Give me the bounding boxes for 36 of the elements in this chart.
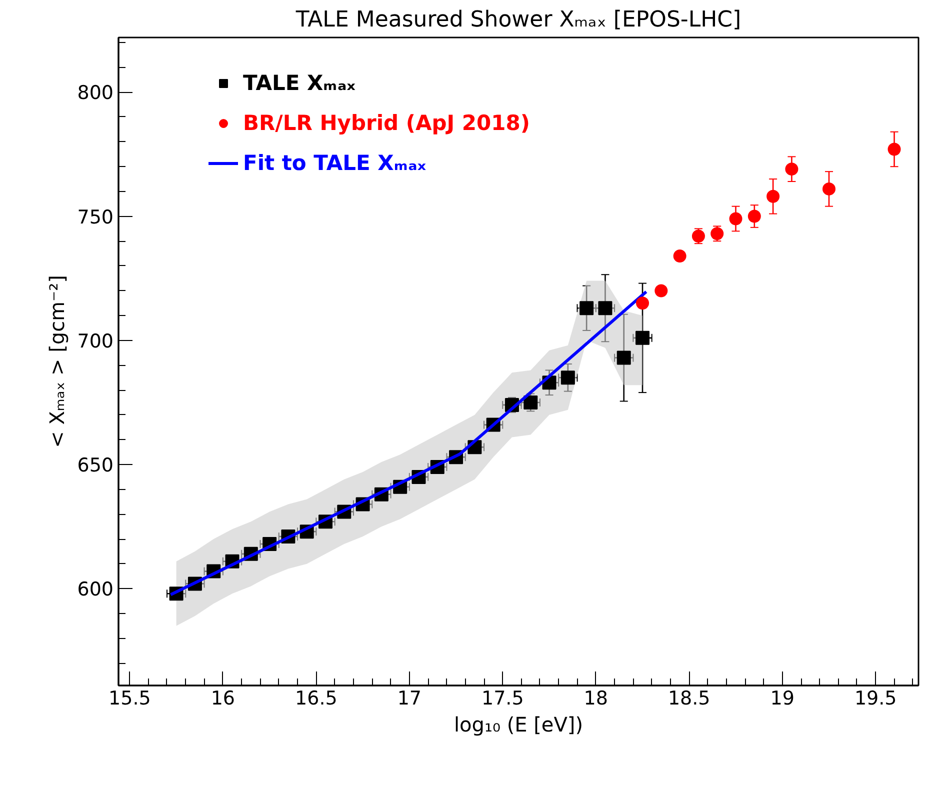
point (636, 296, 650, 310)
legend-label: BR/LR Hybrid (ApJ 2018) (243, 111, 530, 135)
point (654, 284, 668, 298)
point (580, 301, 594, 316)
x-tick-label: 18 (584, 688, 608, 710)
x-tick-label: 17 (397, 688, 422, 710)
y-tick-label: 600 (77, 578, 114, 601)
y-tick-label: 800 (77, 82, 114, 104)
x-axis-title: log₁₀ (E [eV]) (454, 712, 584, 736)
point (524, 395, 538, 410)
y-tick-label: 650 (77, 454, 114, 477)
y-tick-label: 700 (77, 330, 114, 352)
point (560, 370, 575, 385)
point (748, 210, 761, 223)
legend-label: Fit to TALE Xₘₐₓ (243, 151, 426, 175)
point (616, 350, 631, 365)
x-tick-label: 17.5 (481, 688, 524, 710)
y-axis-title: < Xₘₐₓ > [gcm⁻²] (45, 275, 70, 448)
x-tick-label: 16 (210, 688, 236, 710)
point (822, 182, 836, 196)
x-tick-label: 15.5 (108, 688, 151, 710)
point (888, 142, 901, 156)
x-tick-label: 19 (770, 688, 794, 710)
point (598, 301, 612, 316)
x-tick-label: 19.5 (854, 688, 897, 710)
point (729, 212, 742, 226)
x-tick-label: 16.5 (295, 688, 338, 710)
point (766, 190, 780, 203)
x-tick-label: 18.5 (668, 688, 710, 710)
chart-title: TALE Measured Shower Xₘₐₓ [EPOS-LHC] (294, 8, 742, 32)
legend-label: TALE Xₘₐₓ (243, 71, 356, 95)
point (785, 162, 798, 176)
point (710, 227, 724, 240)
point (636, 330, 650, 345)
y-tick-label: 750 (77, 206, 114, 228)
point (673, 249, 686, 262)
